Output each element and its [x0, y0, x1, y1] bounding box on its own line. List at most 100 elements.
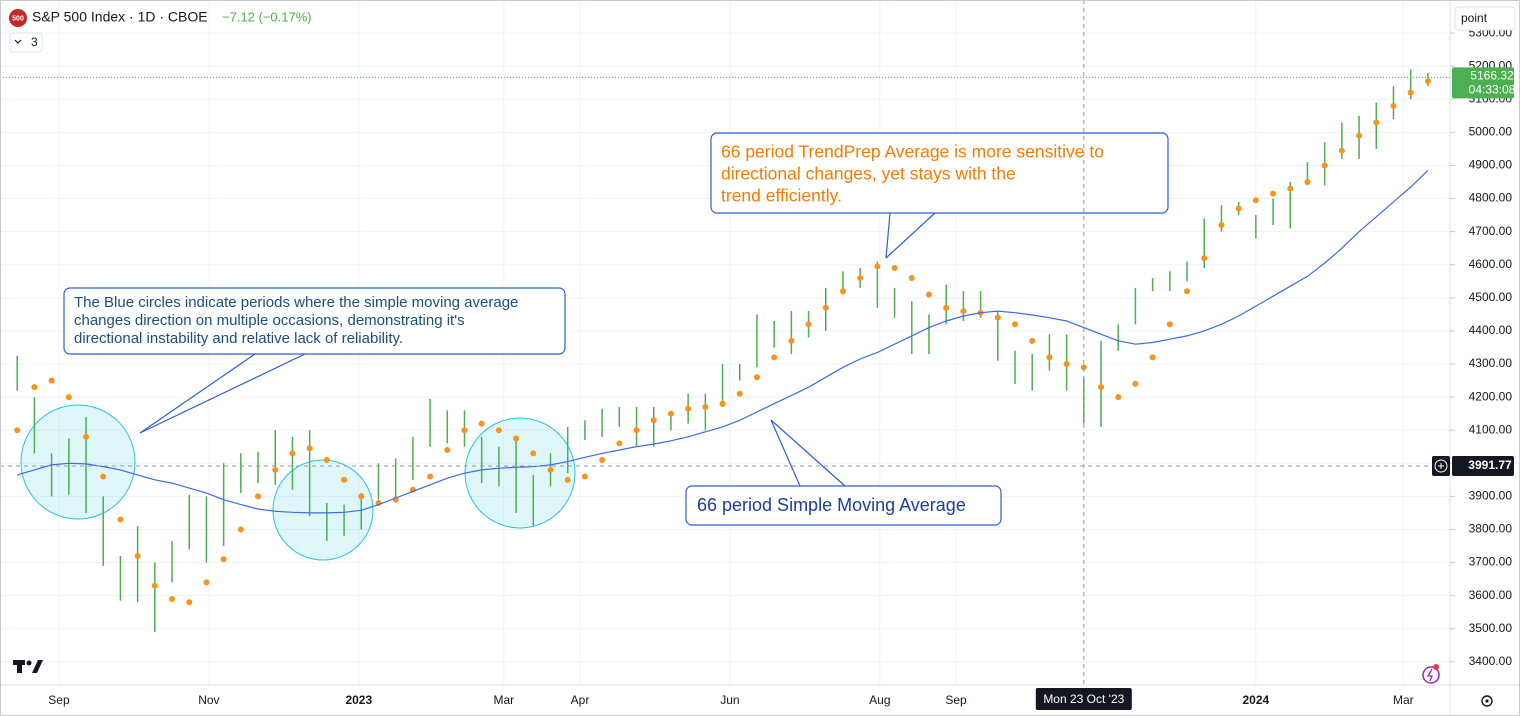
trend-dot	[341, 476, 348, 483]
sma-line	[17, 169, 1429, 514]
trend-dot	[1012, 321, 1018, 328]
callout-pointer	[885, 212, 891, 259]
trend-dot	[169, 595, 176, 602]
callout-pointer	[770, 419, 801, 487]
trend-dot	[719, 400, 726, 407]
trend-dot	[203, 579, 210, 586]
trend-dot	[1184, 288, 1191, 295]
scale-mode-label[interactable]: point	[1461, 11, 1488, 25]
annotations: The Blue circles indicate periods where …	[63, 132, 1169, 526]
trend-dot	[65, 394, 72, 401]
indicator-count[interactable]: 3	[31, 35, 38, 49]
trend-dot	[547, 466, 554, 473]
indicators-toggle[interactable]	[9, 32, 43, 53]
trend-dot	[908, 274, 915, 281]
callout-pointer	[139, 353, 306, 434]
trend-dot	[237, 526, 244, 533]
trend-dot	[461, 427, 468, 434]
crosshair-price-box	[1452, 456, 1514, 477]
last-price-box	[1452, 67, 1514, 99]
trend-dot	[1132, 380, 1139, 387]
trend-dot	[1424, 78, 1431, 85]
trend-dot	[1098, 384, 1105, 391]
annotation-text: directional changes, yet stays with the	[721, 164, 1016, 184]
logo-part	[26, 660, 32, 666]
add-icon-plus	[1438, 463, 1444, 470]
settings-icon[interactable]	[1481, 695, 1493, 707]
trend-dot	[151, 582, 158, 589]
logo-part	[17, 660, 22, 673]
x-tick-label: Apr	[571, 693, 590, 707]
trend-dot	[599, 456, 606, 463]
trend-dot	[323, 456, 330, 463]
trend-dot	[1080, 364, 1087, 371]
annotation-text: directional instability and relative lac…	[74, 330, 403, 347]
callout-pointer	[770, 419, 846, 487]
trend-dot	[1046, 354, 1053, 361]
symbol-logo-text: 500	[12, 15, 24, 22]
countdown-label: 04:33:08	[1469, 83, 1516, 97]
annotation-text: changes direction on multiple occasions,…	[74, 312, 465, 329]
y-tick-label: 4800.00	[1469, 191, 1513, 205]
trend-dot	[306, 445, 313, 452]
trend-dot	[581, 473, 588, 480]
trend-dot	[1201, 255, 1208, 262]
y-tick-label: 3700.00	[1469, 555, 1513, 569]
trend-dot	[117, 516, 124, 523]
trend-dot	[650, 417, 657, 424]
callout-pointer	[885, 212, 936, 259]
trend-dot	[255, 493, 262, 500]
x-tick-label: Mar	[493, 693, 514, 707]
trend-dot	[1029, 337, 1036, 344]
trend-dot	[1338, 147, 1345, 154]
trend-dot	[513, 435, 520, 442]
trend-dot	[358, 493, 365, 500]
callout-box	[63, 287, 566, 355]
x-tick-label: Sep	[48, 693, 70, 707]
y-tick-label: 3900.00	[1469, 489, 1513, 503]
trend-dot	[771, 354, 778, 361]
trend-dot	[667, 410, 674, 417]
callout-box	[685, 485, 1002, 526]
settings-icon-center	[1485, 699, 1489, 703]
trend-dot	[874, 263, 881, 270]
trend-dot	[753, 374, 760, 381]
scale-mode-button[interactable]	[1454, 6, 1516, 31]
highlight-circle	[272, 459, 374, 561]
y-tick-label: 4400.00	[1469, 323, 1513, 337]
chevron-icon	[14, 39, 22, 44]
trend-dot	[736, 390, 743, 397]
axes: 3400.00 3500.00 3600.00 3700.00 3800.00 3900.…	[48, 25, 1512, 707]
trend-dot	[925, 291, 932, 298]
trend-dot	[495, 427, 502, 434]
trend-dot	[839, 288, 846, 295]
y-tick-label: 4300.00	[1469, 356, 1513, 370]
tv-logo	[13, 660, 43, 673]
trend-dot	[702, 404, 709, 411]
trend-dot	[31, 384, 38, 391]
add-icon[interactable]	[1434, 459, 1448, 473]
alert-icon[interactable]	[1422, 666, 1440, 684]
alert-badge	[1433, 664, 1439, 670]
x-tick-label: 2023	[345, 693, 372, 707]
trend-dot	[1356, 132, 1363, 139]
y-tick-label: 3600.00	[1469, 588, 1513, 602]
crosshair-price-label: 3991.77	[1468, 458, 1512, 472]
x-tick-label: Jun	[720, 693, 739, 707]
trend-dot	[994, 314, 1001, 321]
trend-dot	[805, 321, 812, 328]
callout-pointer	[139, 353, 256, 434]
y-tick-label: 3400.00	[1469, 654, 1513, 668]
last-price-label: 5166.32	[1470, 69, 1514, 83]
annotation-text: 66 period Simple Moving Average	[697, 495, 966, 515]
annotation-text: The Blue circles indicate periods where …	[74, 294, 518, 311]
trend-dot	[1287, 185, 1294, 192]
annotation-text: trend efficiently.	[721, 186, 842, 206]
trend-dot	[1252, 197, 1259, 204]
trend-dot	[857, 274, 864, 281]
trend-dot	[444, 447, 451, 454]
